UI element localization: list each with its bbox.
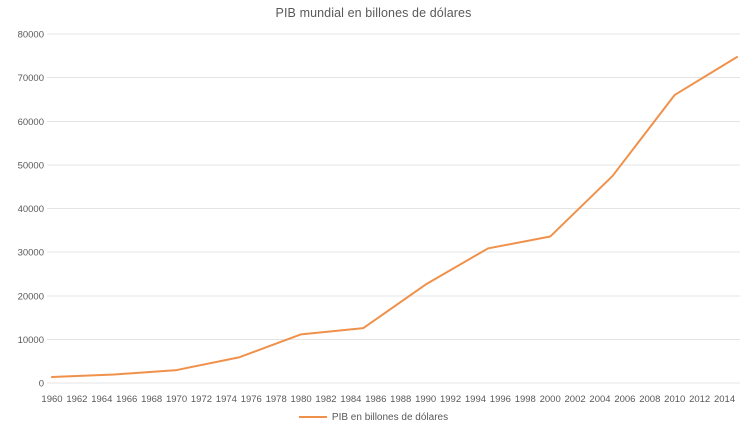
svg-text:2006: 2006: [614, 394, 635, 405]
svg-text:1974: 1974: [216, 394, 237, 405]
svg-text:1980: 1980: [291, 394, 312, 405]
svg-text:1990: 1990: [415, 394, 436, 405]
svg-text:2014: 2014: [714, 394, 735, 405]
svg-text:1988: 1988: [390, 394, 411, 405]
svg-text:1994: 1994: [465, 394, 486, 405]
svg-text:2002: 2002: [565, 394, 586, 405]
svg-text:1986: 1986: [365, 394, 386, 405]
chart-title: PIB mundial en billones de dólares: [275, 6, 472, 20]
svg-text:1982: 1982: [315, 394, 336, 405]
svg-text:1962: 1962: [66, 394, 87, 405]
x-axis-labels: 1960 1962 1964 1966 1968 1970 1972 1974 1976 1978…: [41, 394, 735, 405]
legend: PIB en billones de dólares: [0, 409, 747, 425]
svg-text:1992: 1992: [440, 394, 461, 405]
svg-text:10000: 10000: [18, 335, 44, 346]
svg-text:70000: 70000: [18, 73, 44, 84]
svg-text:30000: 30000: [18, 248, 44, 259]
svg-text:2000: 2000: [540, 394, 561, 405]
svg-text:20000: 20000: [18, 291, 44, 302]
svg-text:1976: 1976: [241, 394, 262, 405]
svg-text:2008: 2008: [639, 394, 660, 405]
svg-text:50000: 50000: [18, 160, 44, 171]
svg-text:1964: 1964: [91, 394, 112, 405]
svg-text:2004: 2004: [589, 394, 610, 405]
svg-text:0: 0: [39, 379, 44, 390]
gridlines: [47, 33, 740, 384]
svg-text:1984: 1984: [340, 394, 361, 405]
svg-text:2010: 2010: [664, 394, 685, 405]
svg-text:1966: 1966: [116, 394, 137, 405]
legend-label: PIB en billones de dólares: [331, 411, 449, 423]
y-axis-labels: 0 10000 20000 30000 40000 50000 60000 70000 8000…: [18, 30, 44, 390]
gdp-line-series: [51, 56, 738, 379]
svg-text:60000: 60000: [18, 117, 44, 128]
svg-text:1960: 1960: [41, 394, 62, 405]
svg-text:1970: 1970: [166, 394, 187, 405]
legend-line-swatch: [298, 416, 327, 418]
svg-text:40000: 40000: [18, 204, 44, 215]
svg-text:1978: 1978: [266, 394, 287, 405]
svg-text:1998: 1998: [515, 394, 536, 405]
svg-text:1968: 1968: [141, 394, 162, 405]
svg-text:2012: 2012: [689, 394, 710, 405]
svg-text:1972: 1972: [191, 394, 212, 405]
svg-text:1996: 1996: [490, 394, 511, 405]
svg-text:80000: 80000: [18, 30, 44, 41]
